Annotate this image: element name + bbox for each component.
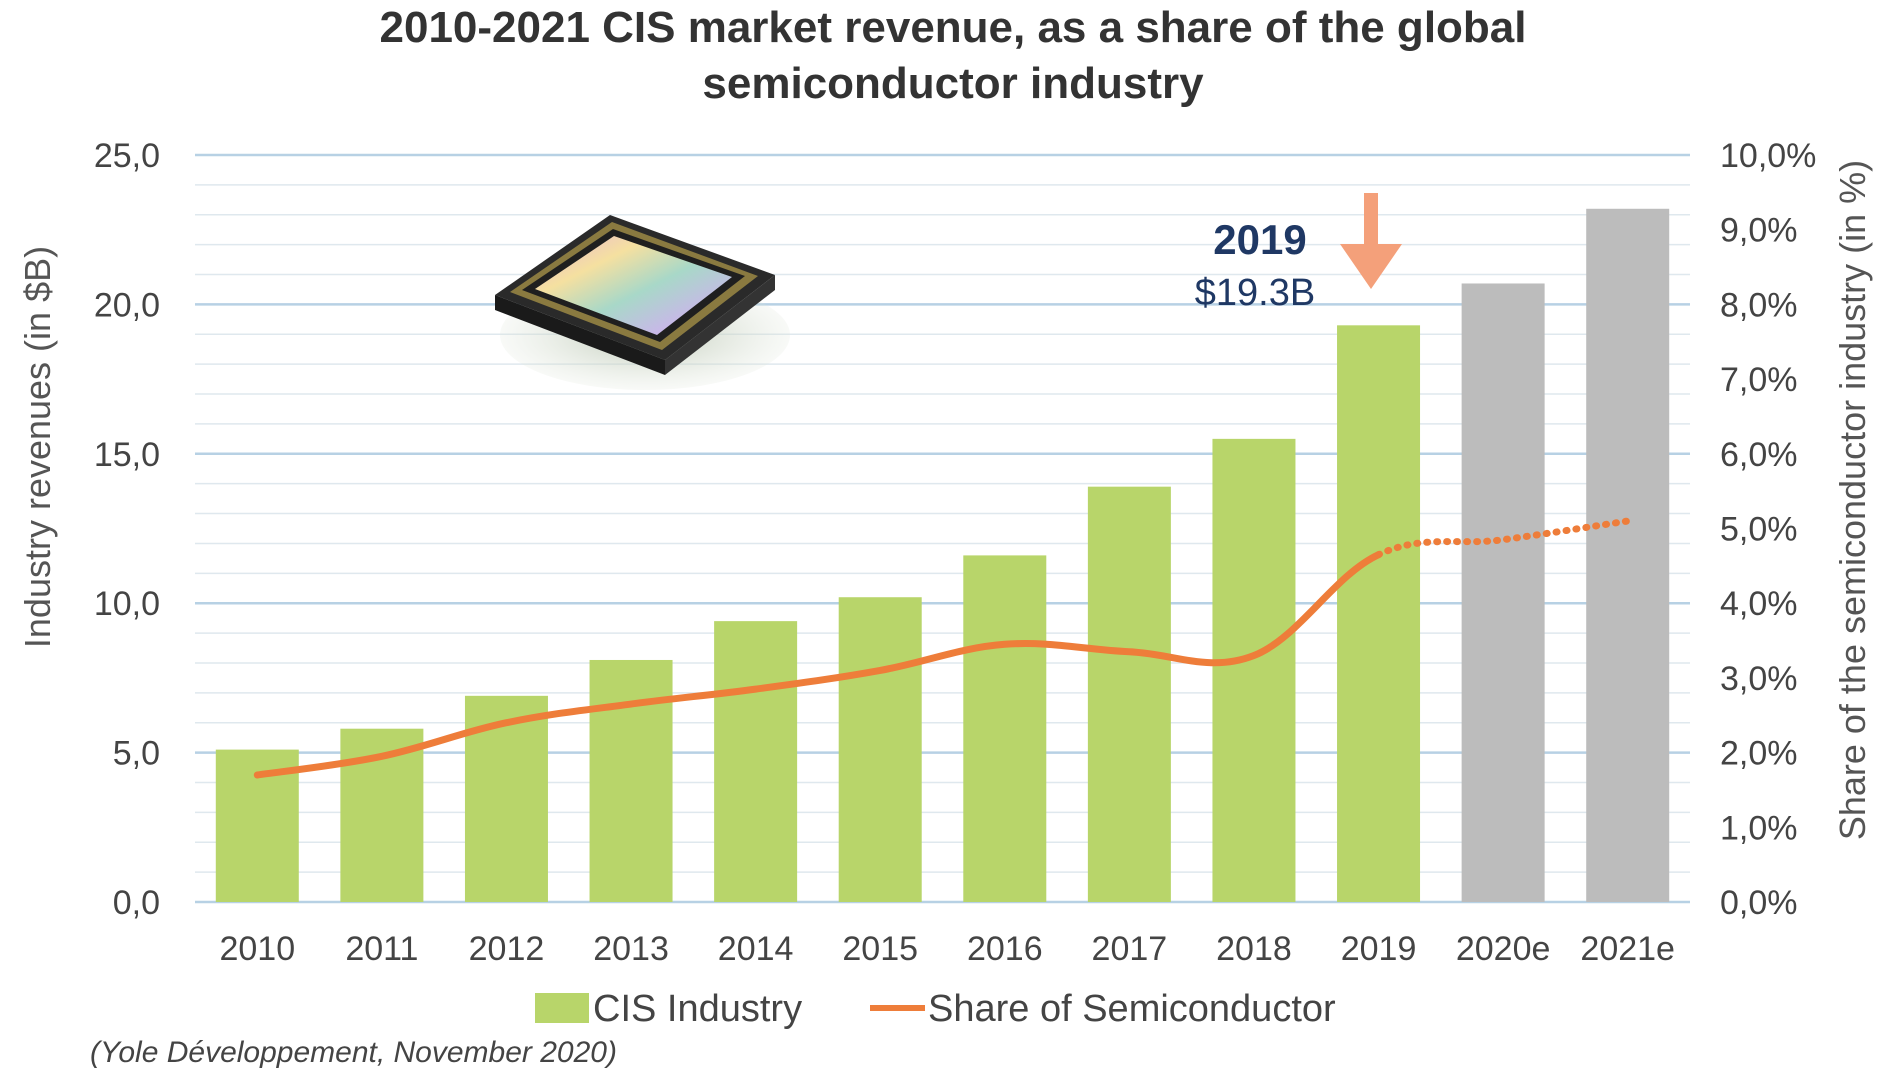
chart-title-line1: 2010-2021 CIS market revenue, as a share…	[380, 3, 1527, 52]
left-axis-label: Industry revenues (in $B)	[17, 246, 58, 648]
right-tick-label: 0,0%	[1720, 884, 1798, 922]
left-tick-label: 5,0	[113, 735, 160, 773]
category-label: 2017	[1092, 930, 1168, 968]
bar-2014	[714, 621, 797, 902]
category-label: 2016	[967, 930, 1043, 968]
legend: CIS Industry Share of Semiconductor	[535, 988, 1336, 1030]
bar-2017	[1088, 487, 1171, 902]
category-label: 2014	[718, 930, 794, 968]
legend-bar-label: CIS Industry	[593, 988, 802, 1030]
left-tick-label: 0,0	[113, 884, 160, 922]
bar-2015	[839, 597, 922, 902]
category-label: 2011	[345, 930, 418, 968]
bar-2021e	[1586, 209, 1669, 902]
category-label: 2012	[469, 930, 545, 968]
annotation-2019: 2019 $19.3B	[1195, 193, 1402, 314]
chart-title-line2: semiconductor industry	[702, 59, 1204, 108]
right-tick-label: 7,0%	[1720, 361, 1798, 399]
right-tick-label: 1,0%	[1720, 809, 1798, 847]
right-tick-label: 8,0%	[1720, 286, 1798, 324]
right-tick-label: 2,0%	[1720, 735, 1798, 773]
bar-2013	[590, 660, 673, 902]
bar-2016	[963, 555, 1046, 902]
x-axis-ticks: 2010 2011 2012 2013 2014 2015 2016 2017 2018 2019…	[219, 930, 1675, 968]
right-tick-label: 5,0%	[1720, 511, 1798, 549]
right-tick-label: 9,0%	[1720, 212, 1798, 250]
category-label: 2021e	[1580, 930, 1675, 968]
category-label: 2018	[1216, 930, 1292, 968]
right-tick-label: 4,0%	[1720, 585, 1798, 623]
category-label: 2013	[593, 930, 669, 968]
left-tick-label: 25,0	[94, 137, 160, 175]
bar-2019	[1337, 325, 1420, 902]
left-tick-label: 10,0	[94, 585, 160, 623]
right-axis-ticks: 0,0% 1,0% 2,0% 3,0% 4,0% 5,0% 6,0% 7,0% 8,0% 9,0%…	[1720, 137, 1816, 922]
category-label: 2020e	[1456, 930, 1551, 968]
bar-2020e	[1462, 283, 1545, 902]
image-sensor-chip-illustration	[495, 215, 790, 390]
left-axis-ticks: 0,0 5,0 10,0 15,0 20,0 25,0	[94, 137, 160, 922]
right-tick-label: 6,0%	[1720, 436, 1798, 474]
bar-2018	[1212, 439, 1295, 902]
legend-line-label: Share of Semiconductor	[928, 988, 1336, 1030]
share-line-actual	[257, 555, 1378, 775]
left-tick-label: 15,0	[94, 436, 160, 474]
category-label: 2010	[219, 930, 295, 968]
left-tick-label: 20,0	[94, 286, 160, 324]
share-line	[257, 521, 1628, 775]
right-tick-label: 10,0%	[1720, 137, 1816, 175]
annotation-year: 2019	[1213, 216, 1306, 263]
legend-bar-swatch	[535, 993, 589, 1023]
annotation-value: $19.3B	[1195, 272, 1315, 314]
category-label: 2015	[842, 930, 918, 968]
bars	[216, 209, 1669, 902]
category-label: 2019	[1341, 930, 1417, 968]
right-tick-label: 3,0%	[1720, 660, 1798, 698]
source-note: (Yole Développement, November 2020)	[90, 1036, 617, 1069]
right-axis-label: Share of the semiconductor industry (in …	[1832, 160, 1873, 840]
